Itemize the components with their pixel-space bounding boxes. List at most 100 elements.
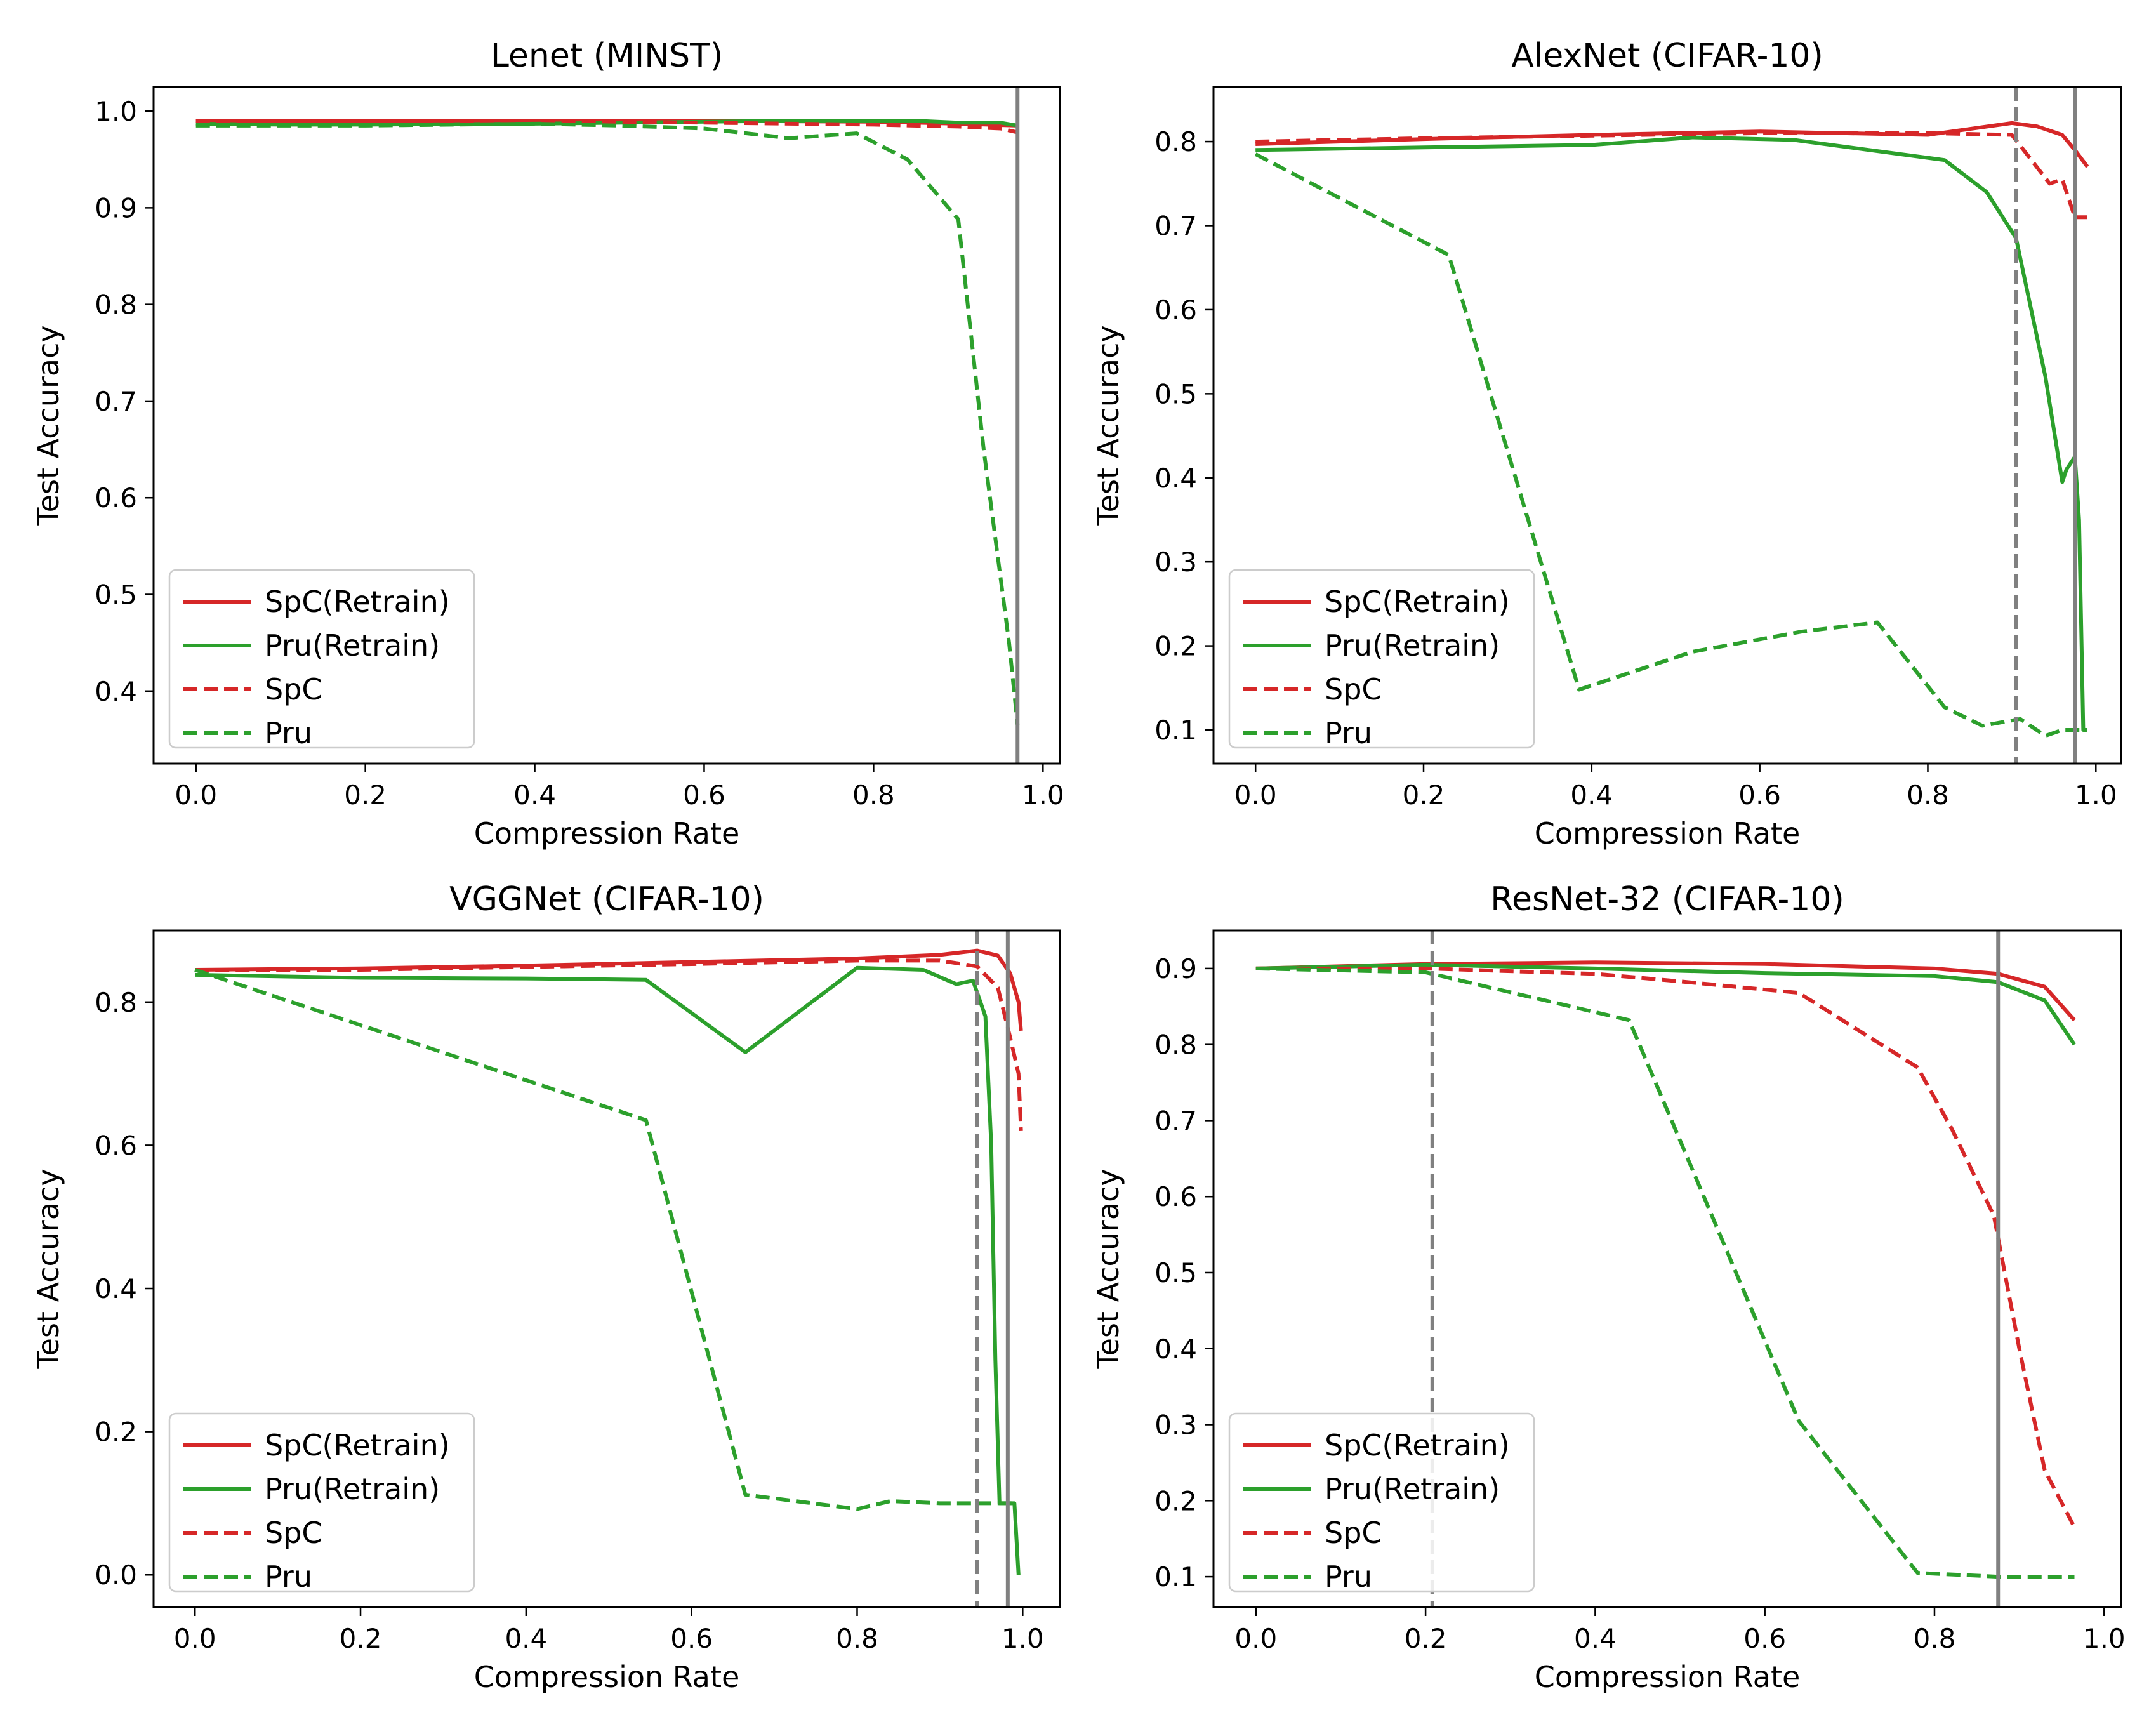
legend-label: Pru(Retrain) — [265, 1472, 440, 1506]
x-tick-label: 0.2 — [344, 779, 387, 811]
x-tick-label: 0.6 — [670, 1623, 713, 1654]
y-tick-label: 0.8 — [1154, 1030, 1197, 1061]
y-tick-label: 0.8 — [1154, 126, 1197, 157]
legend-box — [168, 1412, 475, 1593]
legend-label: Pru — [265, 716, 312, 750]
x-tick-label: 0.6 — [1738, 779, 1781, 811]
x-tick-label: 0.4 — [1570, 779, 1613, 811]
y-tick-label: 0.6 — [1154, 1181, 1197, 1212]
y-tick-label: 0.3 — [1154, 1410, 1197, 1441]
y-tick-label: 0.0 — [95, 1560, 137, 1591]
chart-alexnet: AlexNet (CIFAR-10) 0.0 0.2 0.4 0.6 0.8 1.0 0.1 0… — [1091, 37, 2122, 851]
series-line-pru-dashed — [195, 121, 1020, 725]
x-tick-label: 0.6 — [1743, 1623, 1786, 1654]
x-tick-label: 0.0 — [1234, 779, 1277, 811]
y-axis-label: Test Accuracy — [31, 1169, 65, 1369]
x-tick-label: 0.4 — [513, 779, 556, 811]
legend-label: SpC(Retrain) — [265, 1428, 450, 1462]
x-tick-label: 0.0 — [1234, 1623, 1277, 1654]
x-tick-label: 0.2 — [1405, 1623, 1447, 1654]
y-tick-label: 0.8 — [95, 289, 137, 321]
chart-title: Lenet (MINST) — [491, 37, 723, 75]
legend-box — [1228, 1412, 1535, 1593]
x-tick-label: 0.4 — [1574, 1623, 1617, 1654]
x-tick-label: 1.0 — [1022, 779, 1064, 811]
y-tick-label: 0.4 — [1154, 463, 1197, 494]
series-line-pru-retrain — [1255, 962, 2076, 1046]
y-tick-label: 0.7 — [1154, 210, 1197, 241]
y-tick-label: 0.2 — [1154, 631, 1197, 662]
x-tick-label: 0.0 — [175, 779, 217, 811]
x-axis-label: Compression Rate — [1535, 1660, 1801, 1694]
legend-label: Pru(Retrain) — [1325, 628, 1500, 663]
series-line-pru-dashed — [194, 968, 1015, 1511]
y-axis-label: Test Accuracy — [31, 325, 65, 526]
plot-area — [194, 948, 1023, 1575]
legend-label: Pru(Retrain) — [265, 628, 440, 663]
legend-label: Pru — [1325, 716, 1372, 750]
y-tick-label: 0.5 — [95, 580, 137, 611]
plot-area — [195, 119, 1020, 725]
x-tick-label: 1.0 — [1002, 1623, 1044, 1654]
legend-label: SpC(Retrain) — [1325, 585, 1510, 619]
axes-frame — [1212, 929, 2122, 1608]
x-tick-label: 0.6 — [683, 779, 725, 811]
y-tick-label: 0.9 — [95, 192, 137, 223]
series-line-pru-dashed — [1254, 152, 2087, 738]
x-tick-label: 1.0 — [2083, 1623, 2126, 1654]
axes-frame — [152, 929, 1061, 1608]
y-tick-label: 0.1 — [1154, 715, 1197, 746]
chart-title: VGGNet (CIFAR-10) — [449, 880, 764, 918]
y-tick-label: 0.2 — [1154, 1485, 1197, 1516]
x-tick-label: 0.2 — [1403, 779, 1445, 811]
chart-lenet: Lenet (MINST) 0.0 0.2 0.4 0.6 0.8 1.0 0.4 0.5 0.6… — [31, 37, 1064, 851]
series-line-spc-dashed — [1255, 966, 2077, 1528]
y-tick-label: 0.4 — [95, 676, 137, 707]
y-tick-label: 0.7 — [1154, 1105, 1197, 1136]
series-line-spc-dashed — [195, 958, 1023, 1132]
legend-label: SpC — [265, 672, 322, 706]
legend-box — [168, 569, 475, 749]
legend-label: SpC — [1325, 1516, 1382, 1550]
y-tick-label: 0.5 — [1154, 378, 1197, 409]
x-tick-label: 0.4 — [505, 1623, 547, 1654]
chart-title: ResNet-32 (CIFAR-10) — [1490, 880, 1844, 918]
x-tick-label: 0.0 — [174, 1623, 216, 1654]
chart-resnet32: ResNet-32 (CIFAR-10) 0.0 0.2 0.4 0.6 0.8 1.0 0.… — [1091, 880, 2126, 1694]
y-tick-label: 0.7 — [95, 386, 137, 417]
x-tick-label: 1.0 — [2075, 779, 2117, 811]
x-axis-label: Compression Rate — [474, 1660, 740, 1694]
chart-title: AlexNet (CIFAR-10) — [1511, 37, 1823, 75]
y-tick-label: 0.4 — [1154, 1334, 1197, 1365]
y-tick-label: 0.8 — [95, 987, 137, 1018]
legend-label: Pru — [265, 1560, 312, 1594]
y-axis-label: Test Accuracy — [1091, 325, 1125, 526]
legend-label: SpC — [265, 1516, 322, 1550]
y-tick-label: 0.2 — [95, 1417, 137, 1448]
x-tick-label: 0.8 — [852, 779, 895, 811]
y-tick-label: 0.6 — [1154, 295, 1197, 326]
axes-frame — [1212, 86, 2122, 765]
y-tick-label: 0.1 — [1154, 1561, 1197, 1593]
legend-label: Pru(Retrain) — [1325, 1472, 1500, 1506]
axes-frame — [152, 86, 1061, 765]
x-axis-label: Compression Rate — [1535, 816, 1801, 851]
y-tick-label: 0.9 — [1154, 953, 1197, 984]
series-line-spc-dashed — [1255, 131, 2087, 220]
x-axis-label: Compression Rate — [474, 816, 740, 851]
legend-label: SpC — [1325, 672, 1382, 706]
y-tick-label: 0.6 — [95, 482, 137, 513]
legend-label: Pru — [1325, 1560, 1372, 1594]
y-tick-label: 0.6 — [95, 1130, 137, 1161]
x-tick-label: 0.2 — [340, 1623, 382, 1654]
y-tick-label: 0.5 — [1154, 1257, 1197, 1288]
y-axis-label: Test Accuracy — [1091, 1169, 1125, 1369]
legend-label: SpC(Retrain) — [265, 585, 450, 619]
x-tick-label: 0.8 — [1907, 779, 1949, 811]
y-tick-label: 0.3 — [1154, 546, 1197, 578]
legend-box — [1228, 569, 1535, 749]
series-line-pru-retrain — [195, 119, 1018, 128]
y-tick-label: 1.0 — [95, 96, 137, 127]
y-tick-label: 0.4 — [95, 1273, 137, 1304]
